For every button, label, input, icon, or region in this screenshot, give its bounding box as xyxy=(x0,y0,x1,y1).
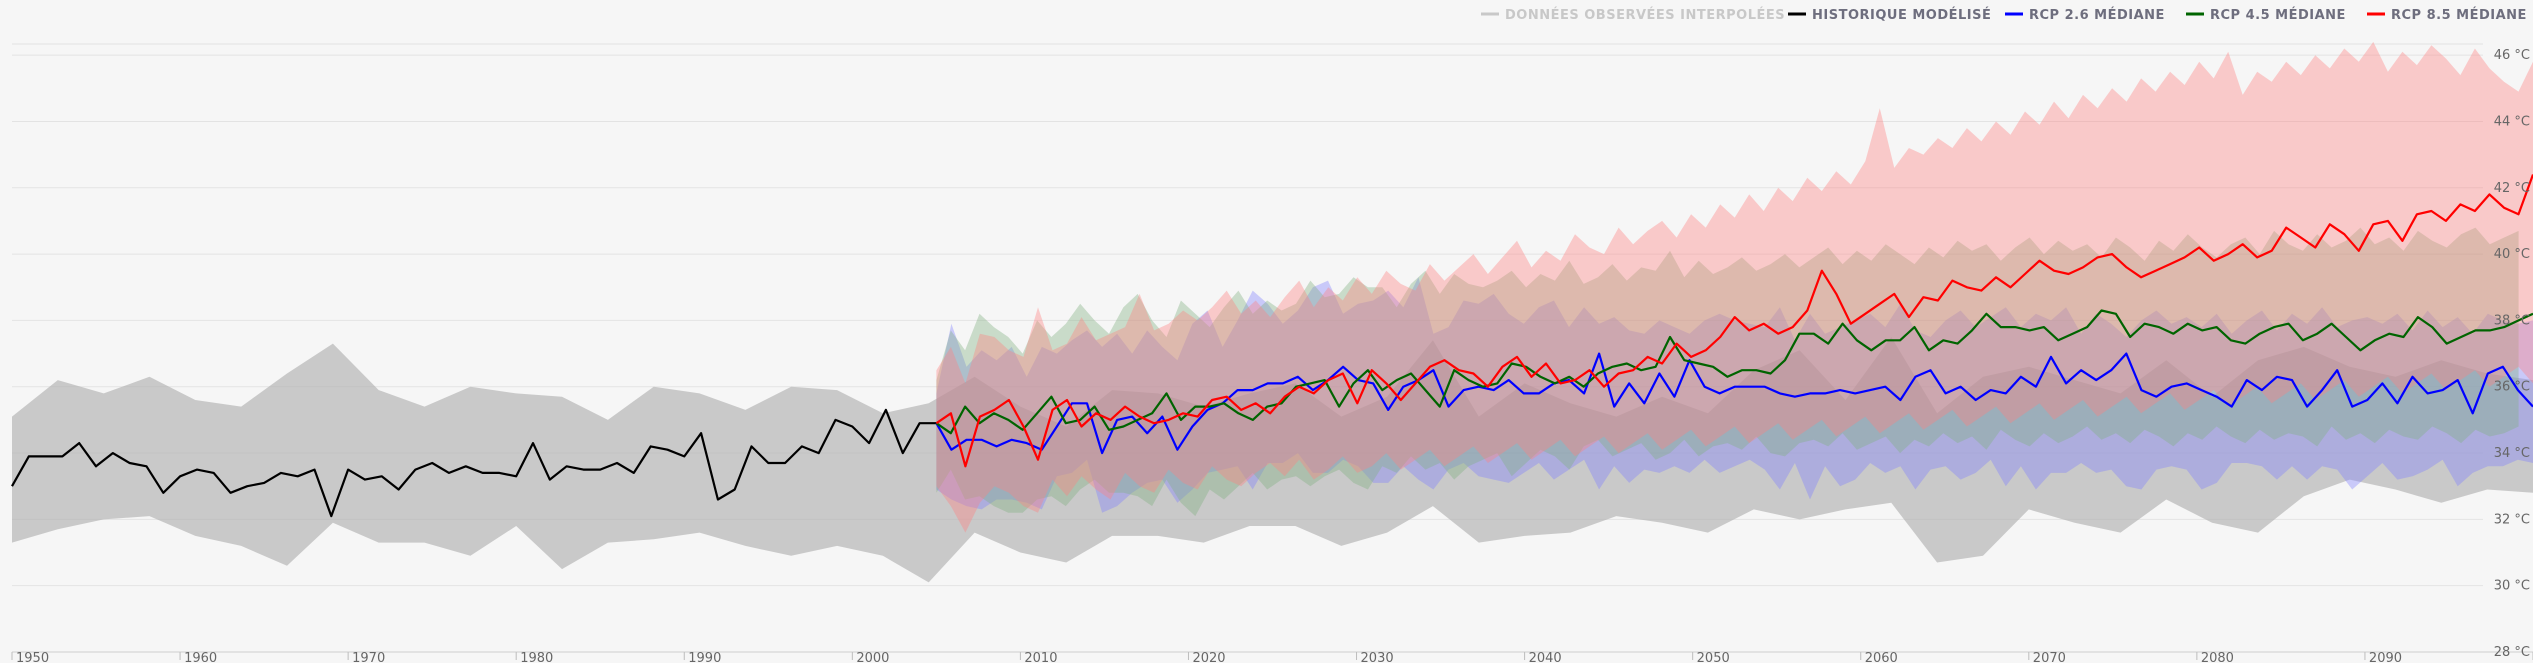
band-rcp-8-5-mediane xyxy=(936,41,2533,533)
x-tick-label: 2050 xyxy=(1697,651,1730,663)
legend-label: DONNÉES OBSERVÉES INTERPOLÉES xyxy=(1505,7,1785,23)
legend-item-historique-modelise[interactable]: HISTORIQUE MODÉLISÉ xyxy=(1788,7,1991,23)
y-tick-label: 38 °C xyxy=(2494,313,2530,328)
y-tick-label: 36 °C xyxy=(2494,380,2530,395)
x-tick-label: 2080 xyxy=(2201,651,2234,663)
x-tick-label: 1950 xyxy=(16,651,49,663)
x-axis: 1950 1960 1970 1980 1990 2000 2010 2020 2030 2040… xyxy=(11,651,2533,663)
line-historique-modelise xyxy=(11,408,937,518)
legend-label: RCP 8.5 MÉDIANE xyxy=(2391,7,2527,23)
x-tick-label: 2090 xyxy=(2369,651,2402,663)
line-rcp-4-5-mediane xyxy=(935,309,2533,435)
legend-item-rcp-2-6-mediane[interactable]: RCP 2.6 MÉDIANE xyxy=(2005,7,2165,23)
chart-lines xyxy=(11,174,2533,518)
x-tick-label: 2040 xyxy=(1529,651,1562,663)
x-tick-label: 2030 xyxy=(1361,651,1394,663)
legend-item-rcp-8-5-mediane[interactable]: RCP 8.5 MÉDIANE xyxy=(2367,7,2527,23)
legend-label: RCP 4.5 MÉDIANE xyxy=(2210,7,2346,23)
x-tick-label: 2070 xyxy=(2033,651,2066,663)
band-rcp-2-6-mediane xyxy=(936,277,2533,513)
y-tick-label: 44 °C xyxy=(2494,114,2530,129)
x-tick-label: 2010 xyxy=(1024,651,1057,663)
y-tick-label: 34 °C xyxy=(2494,446,2530,461)
x-tick-label: 1990 xyxy=(688,651,721,663)
y-tick-label: 40 °C xyxy=(2494,247,2530,262)
x-tick-label: 1970 xyxy=(352,651,385,663)
x-tick-label: 2060 xyxy=(1865,651,1898,663)
chart-legend[interactable]: DONNÉES OBSERVÉES INTERPOLÉES HISTORIQUE … xyxy=(1481,7,2527,23)
legend-item-rcp-4-5-mediane[interactable]: RCP 4.5 MÉDIANE xyxy=(2186,7,2346,23)
x-tick-label: 2000 xyxy=(856,651,889,663)
x-tick-label: 1980 xyxy=(520,651,553,663)
legend-label: HISTORIQUE MODÉLISÉ xyxy=(1812,7,1991,23)
x-tick-label: 2020 xyxy=(1192,651,1225,663)
y-tick-label: 42 °C xyxy=(2494,181,2530,196)
y-tick-label: 30 °C xyxy=(2494,579,2530,594)
line-rcp-8-5-mediane xyxy=(935,174,2533,468)
y-tick-label: 28 °C xyxy=(2494,645,2530,660)
line-rcp-2-6-mediane xyxy=(935,352,2533,455)
y-axis: 28 °C 30 °C 32 °C 34 °C 36 °C 38 °C 40 °C 42 °C… xyxy=(2494,48,2530,660)
x-tick-label: 1960 xyxy=(184,651,217,663)
band-rcp-4-5-mediane xyxy=(936,227,2519,517)
legend-item-donnees-observees-interpolees[interactable]: DONNÉES OBSERVÉES INTERPOLÉES xyxy=(1481,7,1785,23)
y-tick-label: 46 °C xyxy=(2494,48,2530,63)
chart-bands xyxy=(12,41,2533,583)
legend-label: RCP 2.6 MÉDIANE xyxy=(2029,7,2165,23)
y-tick-label: 32 °C xyxy=(2494,512,2530,527)
